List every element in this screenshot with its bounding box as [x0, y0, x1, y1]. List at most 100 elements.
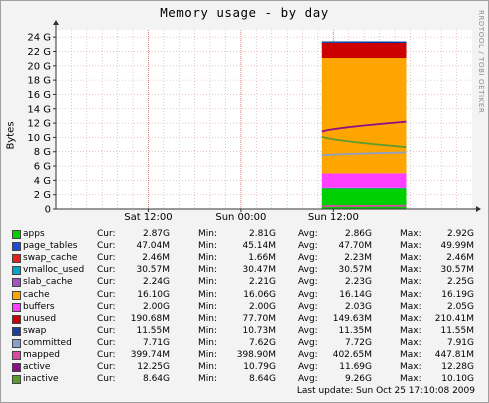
legend-max-label: Max:: [400, 277, 422, 288]
legend-name: swap: [23, 325, 47, 336]
last-update: Last update: Sun Oct 25 17:10:08 2009: [296, 386, 475, 396]
legend-min-value: 2.00G: [248, 301, 276, 312]
legend-cur-value: 7.71G: [142, 337, 170, 348]
line-active: [321, 120, 407, 133]
y-tick-label: 6 G: [34, 162, 51, 173]
legend-min-label: Min:: [198, 253, 218, 264]
legend-cur-value: 2.46M: [142, 253, 170, 264]
legend-avg-label: Avg:: [298, 313, 318, 324]
legend-max-label: Max:: [400, 337, 422, 348]
legend-avg-value: 11.69G: [339, 362, 372, 373]
legend-min-value: 1.66M: [248, 253, 276, 264]
legend-max-label: Max:: [400, 350, 422, 360]
legend-cur-value: 11.55M: [136, 325, 170, 336]
legend-name: mapped: [23, 350, 60, 360]
y-tick-label: 2 G: [34, 190, 51, 201]
area-swap: [321, 41, 407, 43]
legend-max-value: 2.05G: [446, 301, 474, 312]
legend-avg-value: 7.72G: [344, 337, 372, 348]
legend-cur-value: 2.24G: [142, 277, 170, 288]
legend-cur-label: Cur:: [97, 253, 116, 264]
legend-cur-label: Cur:: [97, 289, 116, 300]
legend-swatch: [12, 254, 21, 264]
legend-name: vmalloc_used: [23, 265, 85, 276]
legend-swatch: [12, 326, 21, 336]
area-apps: [321, 188, 407, 209]
legend-cur-value: 12.25G: [137, 362, 170, 373]
legend-avg-value: 11.35M: [338, 325, 372, 336]
y-tick-label: 16 G: [27, 90, 51, 101]
legend-name: swap_cache: [23, 253, 78, 264]
legend-row-inactive: inactive Cur: 8.64G Min: 8.64G Avg: 9.26G Max: 1…: [0, 373, 489, 385]
legend-min-label: Min:: [198, 229, 218, 239]
legend-avg-value: 2.23G: [344, 277, 372, 288]
legend-avg-label: Avg:: [298, 362, 318, 373]
legend-max-value: 210.41M: [434, 313, 474, 324]
legend-cur-value: 30.57M: [136, 265, 170, 276]
line-inactive: [321, 135, 407, 149]
legend-min-value: 45.14M: [242, 241, 276, 252]
legend-swatch: [12, 338, 21, 348]
legend-avg-label: Avg:: [298, 337, 318, 348]
legend-min-value: 7.62G: [248, 337, 276, 348]
line-committed: [321, 151, 407, 157]
legend-row-slab_cache: slab_cache Cur: 2.24G Min: 2.21G Avg: 2.23G Max…: [0, 276, 489, 288]
legend-row-committed: committed Cur: 7.71G Min: 7.62G Avg: 7.72G Max:…: [0, 337, 489, 349]
y-axis-label: Bytes: [4, 118, 18, 158]
legend-name: active: [23, 362, 51, 373]
legend-row-unused: unused Cur: 190.68M Min: 77.70M Avg: 149.63M Ma…: [0, 313, 489, 325]
y-tick-label: 12 G: [27, 119, 51, 130]
legend-min-label: Min:: [198, 265, 218, 276]
legend-cur-value: 190.68M: [130, 313, 170, 324]
legend-max-value: 11.55M: [440, 325, 474, 336]
y-axis-label-text: Bytes: [5, 121, 17, 150]
legend-swatch: [12, 230, 21, 239]
legend-avg-label: Avg:: [298, 265, 318, 276]
legend-min-value: 30.47M: [242, 265, 276, 276]
legend-cur-value: 399.74M: [130, 350, 170, 360]
legend-cur-label: Cur:: [97, 362, 116, 373]
legend-max-label: Max:: [400, 325, 422, 336]
y-tick-label: 18 G: [27, 76, 51, 87]
legend-swatch: [12, 375, 21, 385]
legend-avg-value: 47.70M: [338, 241, 372, 252]
y-tick-label: 14 G: [27, 104, 51, 115]
legend-avg-label: Avg:: [298, 301, 318, 312]
legend-avg-label: Avg:: [298, 241, 318, 252]
legend-row-active: active Cur: 12.25G Min: 10.79G Avg: 11.69G Max:…: [0, 361, 489, 373]
legend-max-label: Max:: [400, 289, 422, 300]
legend-row-apps: apps Cur: 2.87G Min: 2.81G Avg: 2.86G Max: 2.92G: [0, 228, 489, 240]
legend-avg-label: Avg:: [298, 325, 318, 336]
legend-avg-value: 402.65M: [332, 350, 372, 360]
legend-cur-label: Cur:: [97, 337, 116, 348]
legend-cur-value: 16.10G: [137, 289, 170, 300]
legend-cur-value: 47.04M: [136, 241, 170, 252]
legend-min-value: 77.70M: [242, 313, 276, 324]
y-axis-arrow: [53, 20, 59, 25]
legend-swatch: [12, 351, 21, 360]
legend-max-label: Max:: [400, 301, 422, 312]
legend-max-label: Max:: [400, 374, 422, 385]
legend-avg-label: Avg:: [298, 289, 318, 300]
y-tick-label: 10 G: [27, 133, 51, 144]
legend-avg-value: 2.23M: [344, 253, 372, 264]
legend-avg-value: 149.63M: [332, 313, 372, 324]
y-tick-label: 20 G: [27, 61, 51, 72]
legend-min-label: Min:: [198, 325, 218, 336]
legend-min-label: Min:: [198, 289, 218, 300]
legend-swatch: [12, 290, 21, 300]
legend-max-label: Max:: [400, 229, 422, 239]
chart-title: Memory usage - by day: [160, 5, 329, 20]
x-tick-label: Sun 12:00: [308, 212, 359, 223]
legend-swatch: [12, 314, 21, 324]
legend-cur-value: 2.87G: [142, 229, 170, 239]
legend-max-value: 2.46M: [446, 253, 474, 264]
legend-avg-value: 9.26G: [344, 374, 372, 385]
legend-min-value: 10.73M: [242, 325, 276, 336]
legend-cur-label: Cur:: [97, 241, 116, 252]
legend-max-label: Max:: [400, 241, 422, 252]
legend-cur-value: 8.64G: [142, 374, 170, 385]
legend-max-value: 7.91G: [446, 337, 474, 348]
legend-avg-value: 16.14G: [339, 289, 372, 300]
legend-row-swap_cache: swap_cache Cur: 2.46M Min: 1.66M Avg: 2.23M Max…: [0, 252, 489, 264]
